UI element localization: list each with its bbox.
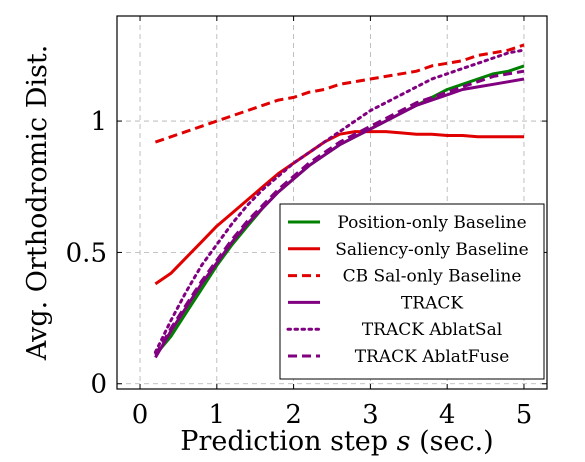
legend-label-5: TRACK AblatFuse	[355, 347, 510, 367]
x-tick-label: 4	[439, 400, 456, 430]
x-tick-label: 1	[209, 400, 226, 430]
x-tick-label: 3	[362, 400, 379, 430]
legend-label-1: Saliency-only Baseline	[335, 240, 528, 260]
series-line-2	[154, 43, 525, 144]
y-tick-label: 1	[90, 107, 107, 137]
series-lines	[153, 43, 526, 359]
x-axis-label-text: Prediction step	[180, 426, 388, 457]
legend-label-2: CB Sal-only Baseline	[343, 267, 522, 287]
series-line-1	[154, 130, 524, 286]
series-line-3	[154, 77, 525, 359]
legend: Position-only Baseline Saliency-only Base…	[279, 203, 545, 380]
plot-frame	[116, 15, 548, 390]
legend-label-4: TRACK AblatSal	[362, 320, 502, 340]
tick-labels: 0 1 2 3 4 5 0 0.5 1	[66, 107, 533, 430]
y-axis-label: Avg. Orthodromic Dist.	[22, 45, 53, 362]
legend-box	[279, 203, 545, 380]
x-axis-label-unit: (sec.)	[419, 426, 494, 457]
x-tick-label: 2	[285, 400, 302, 430]
x-axis-label: Prediction step s (sec.)	[180, 426, 493, 457]
legend-label-0: Position-only Baseline	[337, 213, 526, 233]
x-tick-label: 0	[132, 400, 149, 430]
y-tick-label: 0	[90, 370, 107, 400]
y-tick-label: 0.5	[66, 238, 107, 268]
legend-label-3: TRACK	[401, 293, 463, 313]
x-tick-label: 5	[516, 400, 533, 430]
series-line-5	[154, 69, 525, 356]
x-axis-label-variable: s	[397, 426, 411, 457]
